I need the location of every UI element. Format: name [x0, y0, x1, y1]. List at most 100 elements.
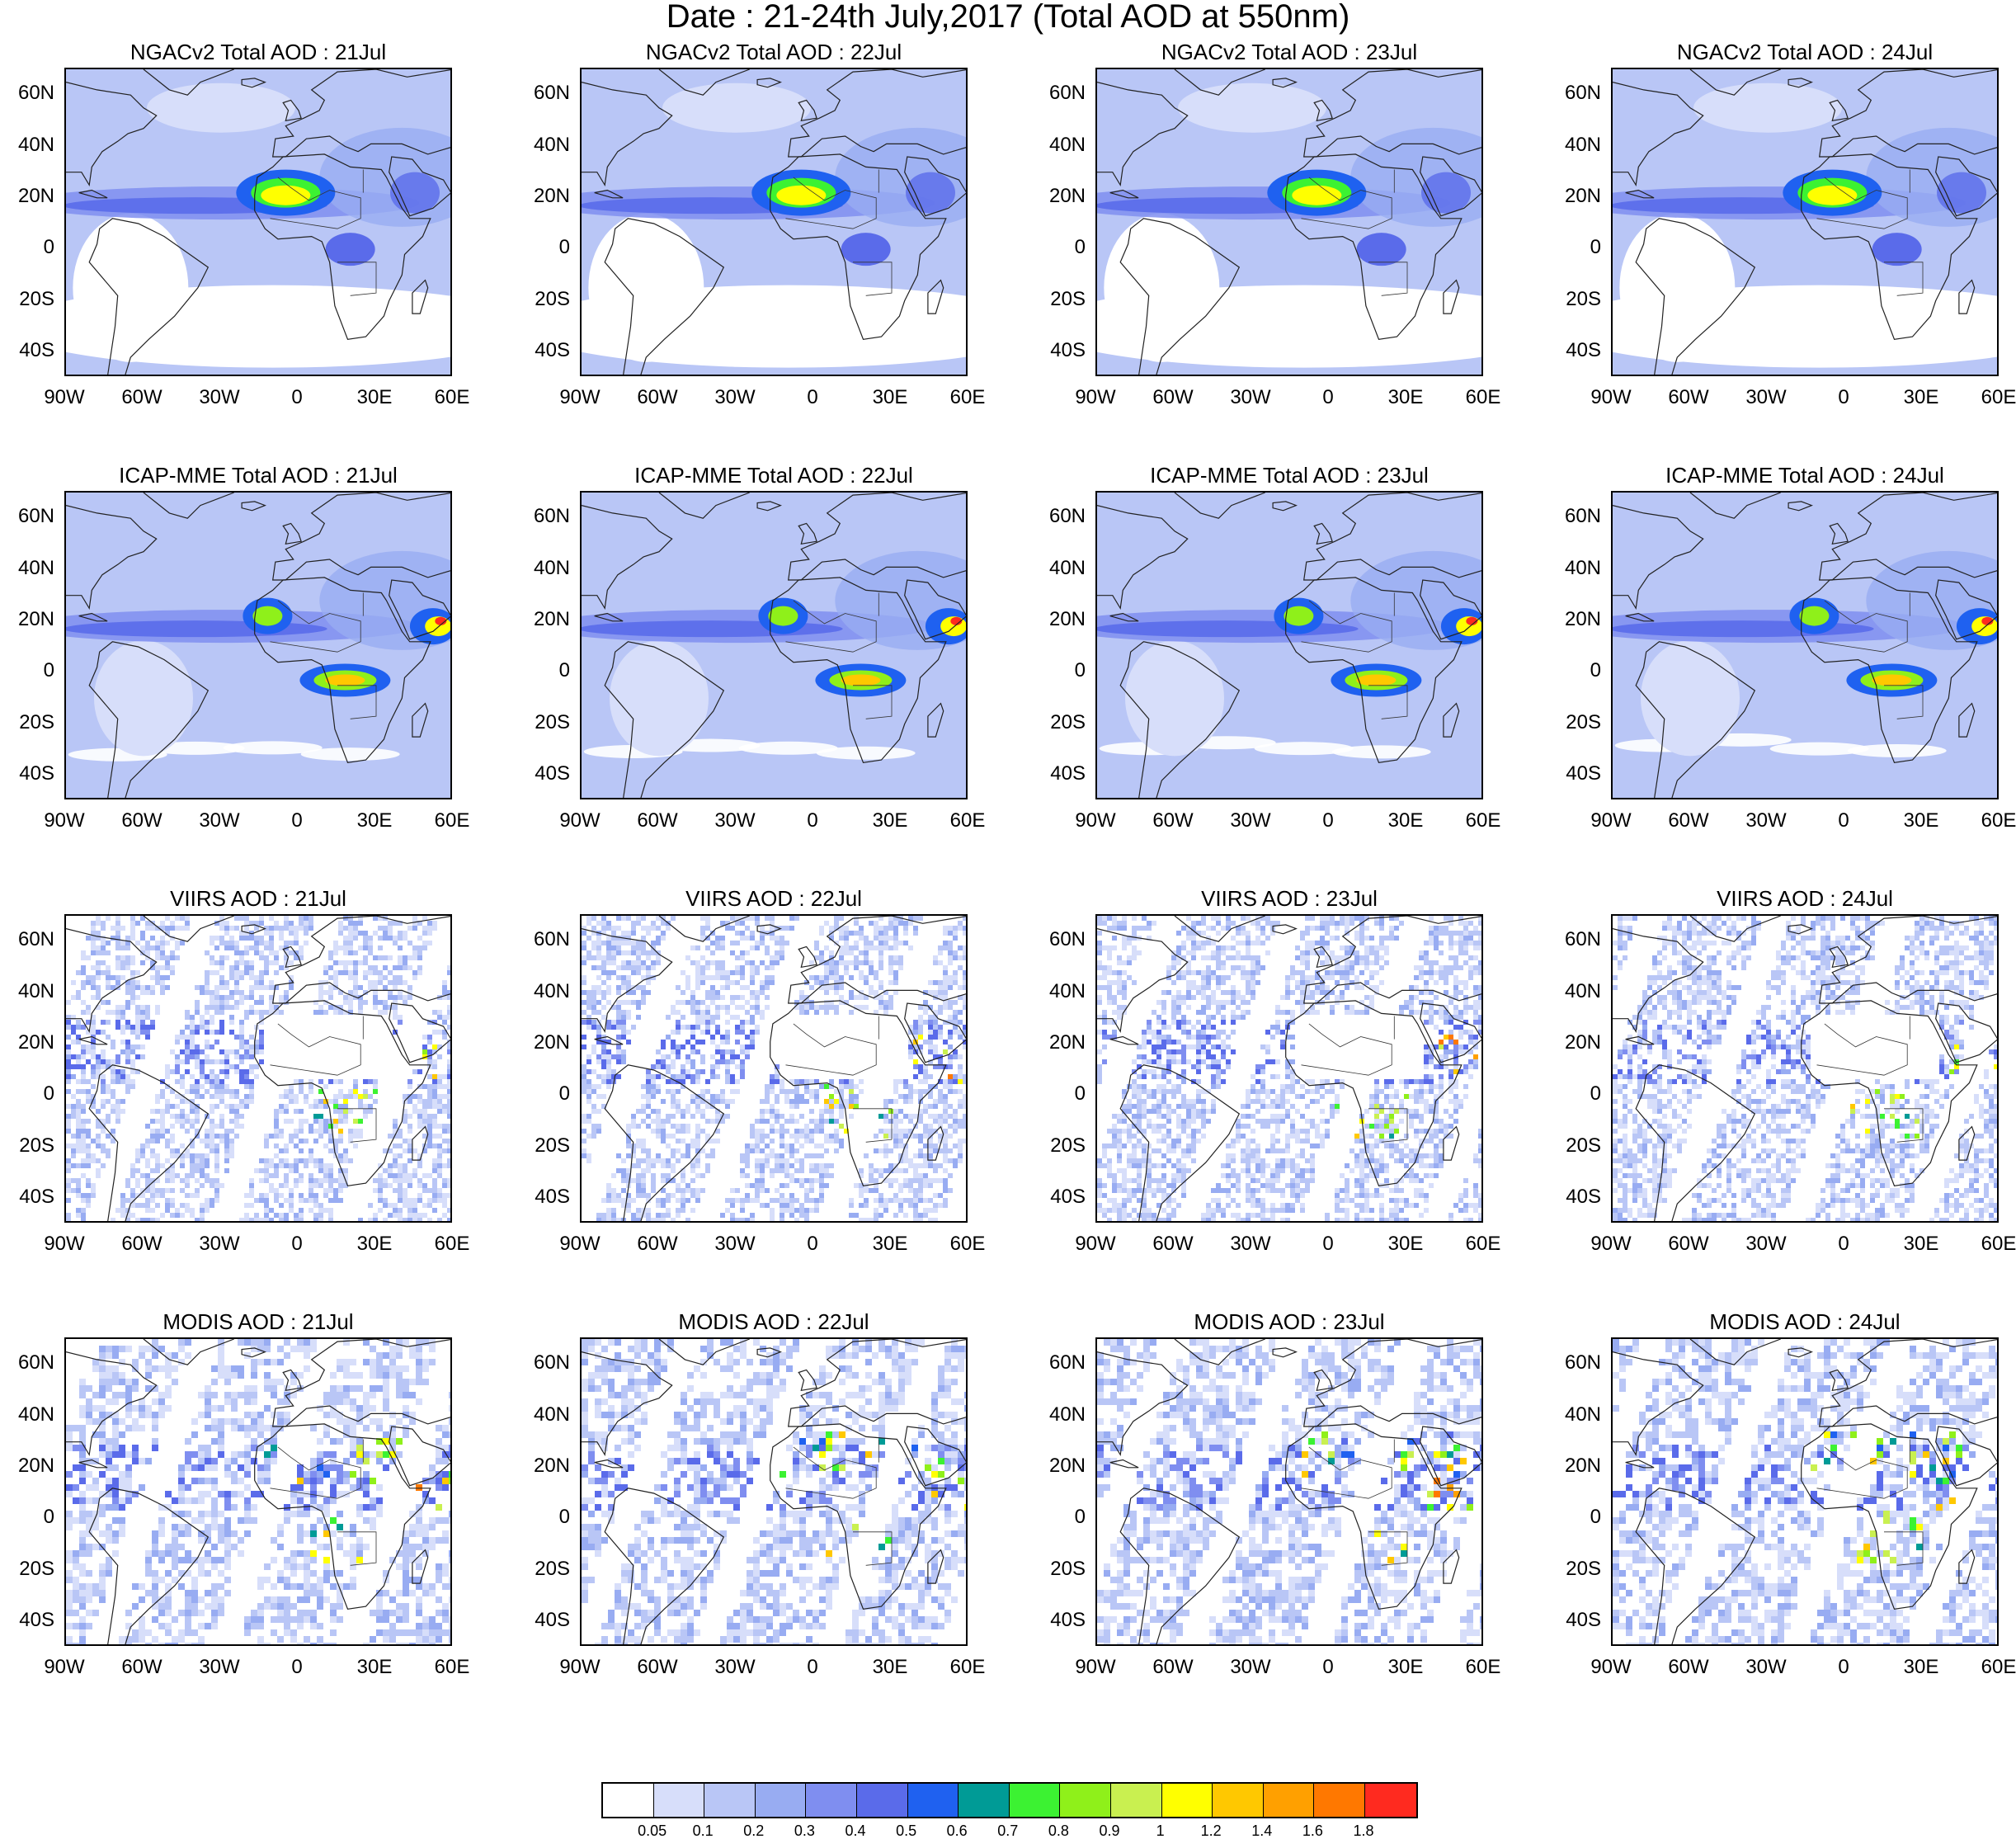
lat-tick-label: 20N — [533, 1030, 570, 1054]
map-panel: ICAP-MME Total AOD : 21Jul — [64, 463, 452, 799]
figure-title: Date : 21-24th July,2017 (Total AOD at 5… — [666, 0, 1350, 35]
lat-tick-label: 40S — [1566, 762, 1601, 785]
aod-field — [66, 69, 450, 375]
lat-tick-label: 20S — [1050, 710, 1086, 733]
lon-tick-label: 90W — [44, 1656, 85, 1678]
lat-tick-label: 60N — [533, 928, 570, 951]
colorbar-label: 1.6 — [1302, 1822, 1323, 1839]
lon-tick-label: 30E — [356, 1656, 393, 1678]
lat-tick-label: 0 — [1590, 659, 1601, 682]
lat-tick-label: 60N — [17, 505, 54, 528]
lat-tick-label: 40S — [1566, 1608, 1601, 1631]
colorbar-label: 1.2 — [1200, 1822, 1222, 1839]
lat-tick-label: 40N — [1564, 133, 1601, 156]
lat-tick-label: 40S — [19, 338, 54, 361]
lon-tick-label: 30W — [714, 386, 756, 408]
lon-tick-label: 30W — [1745, 1656, 1787, 1678]
lon-tick-label: 30W — [714, 1233, 756, 1255]
panel-title: VIIRS AOD : 24Jul — [1717, 886, 1893, 911]
panel-title: NGACv2 Total AOD : 24Jul — [1676, 40, 1934, 64]
lat-tick-label: 40S — [19, 1608, 54, 1631]
lon-tick-label: 30W — [714, 1656, 756, 1678]
lat-tick-label: 20N — [533, 607, 570, 630]
lat-tick-label: 20S — [1566, 1134, 1601, 1157]
lat-tick-label: 0 — [1590, 1082, 1601, 1106]
lat-tick-label: 0 — [1074, 1506, 1086, 1529]
lat-tick-label: 60N — [1048, 82, 1086, 105]
colorbar-label: 1 — [1156, 1822, 1165, 1839]
panel-title: ICAP-MME Total AOD : 22Jul — [634, 463, 913, 488]
map-panel: ICAP-MME Total AOD : 24Jul — [1611, 463, 1999, 799]
lon-tick-label: 60E — [434, 1656, 470, 1678]
lat-tick-label: 20S — [1566, 1557, 1601, 1580]
lat-tick-label: 20S — [535, 1134, 570, 1157]
map-panel: MODIS AOD : 21Jul — [64, 1309, 452, 1646]
lat-tick-label: 60N — [17, 82, 54, 105]
colorbar-label: 0.8 — [1048, 1822, 1069, 1839]
colorbar-swatch — [1314, 1784, 1365, 1817]
colorbar-swatch — [856, 1784, 908, 1817]
lon-tick-label: 30E — [1387, 809, 1424, 832]
lat-tick-label: 40N — [1048, 133, 1086, 156]
lon-tick-label: 30E — [1903, 386, 1939, 408]
aod-field — [1097, 916, 1481, 1221]
lat-tick-label: 40N — [17, 979, 54, 1002]
lon-tick-label: 60W — [1668, 1233, 1709, 1255]
aod-map — [64, 914, 452, 1223]
lat-tick-label: 20N — [1564, 1454, 1601, 1477]
lat-tick-label: 20N — [1048, 1030, 1086, 1054]
lat-tick-label: 20S — [1050, 287, 1086, 310]
lat-tick-label: 40S — [535, 1608, 570, 1631]
map-panel: NGACv2 Total AOD : 21Jul — [64, 40, 452, 376]
lat-tick-label: 0 — [43, 236, 54, 259]
aod-map — [580, 914, 968, 1223]
lat-tick-label: 60N — [533, 505, 570, 528]
lat-tick-label: 20S — [19, 1134, 54, 1157]
lat-tick-label: 20N — [533, 184, 570, 207]
colorbar-label: 0.2 — [743, 1822, 765, 1839]
map-panel: MODIS AOD : 22Jul — [580, 1309, 968, 1646]
aod-field — [1613, 69, 1997, 375]
panel-title: MODIS AOD : 23Jul — [1194, 1309, 1385, 1334]
colorbar-swatch — [603, 1784, 654, 1817]
panel-title: MODIS AOD : 21Jul — [163, 1309, 354, 1334]
lon-tick-label: 60W — [121, 1233, 163, 1255]
colorbar-swatch — [1110, 1784, 1162, 1817]
aod-map — [64, 1337, 452, 1646]
lat-tick-label: 20N — [17, 1030, 54, 1054]
lon-tick-label: 30W — [1745, 809, 1787, 832]
aod-field — [66, 1339, 450, 1644]
lon-tick-label: 60E — [434, 386, 470, 408]
lat-tick-label: 20S — [19, 710, 54, 733]
lat-tick-label: 40S — [1050, 1185, 1086, 1208]
lon-tick-label: 0 — [1838, 386, 1849, 408]
lat-tick-label: 40S — [1050, 338, 1086, 361]
aod-map — [580, 1337, 968, 1646]
lon-tick-label: 90W — [1075, 809, 1116, 832]
lon-tick-label: 60E — [1981, 809, 2016, 832]
lon-tick-label: 60E — [949, 386, 986, 408]
lon-tick-label: 90W — [559, 1233, 601, 1255]
lon-tick-label: 90W — [1075, 1233, 1116, 1255]
lat-tick-label: 40N — [1048, 556, 1086, 579]
map-panel: MODIS AOD : 23Jul — [1095, 1309, 1483, 1646]
lon-tick-label: 60E — [434, 809, 470, 832]
panel-title: VIIRS AOD : 21Jul — [170, 886, 346, 911]
lon-tick-label: 30W — [199, 1656, 240, 1678]
lat-tick-label: 20N — [1564, 184, 1601, 207]
lon-tick-label: 30E — [872, 386, 908, 408]
lat-tick-label: 40S — [1566, 1185, 1601, 1208]
lat-tick-label: 20S — [1566, 287, 1601, 310]
lon-tick-label: 90W — [559, 386, 601, 408]
lat-tick-label: 0 — [1074, 236, 1086, 259]
lon-tick-label: 0 — [1322, 386, 1334, 408]
lon-tick-label: 30E — [356, 1233, 393, 1255]
colorbar-label: 1.8 — [1353, 1822, 1374, 1839]
lon-tick-label: 30W — [1230, 386, 1271, 408]
colorbar-swatch — [907, 1784, 959, 1817]
lon-tick-label: 90W — [559, 1656, 601, 1678]
lon-tick-label: 30E — [872, 809, 908, 832]
lat-tick-label: 20N — [1048, 1454, 1086, 1477]
lat-tick-label: 20N — [17, 184, 54, 207]
lat-tick-label: 40S — [535, 1185, 570, 1208]
